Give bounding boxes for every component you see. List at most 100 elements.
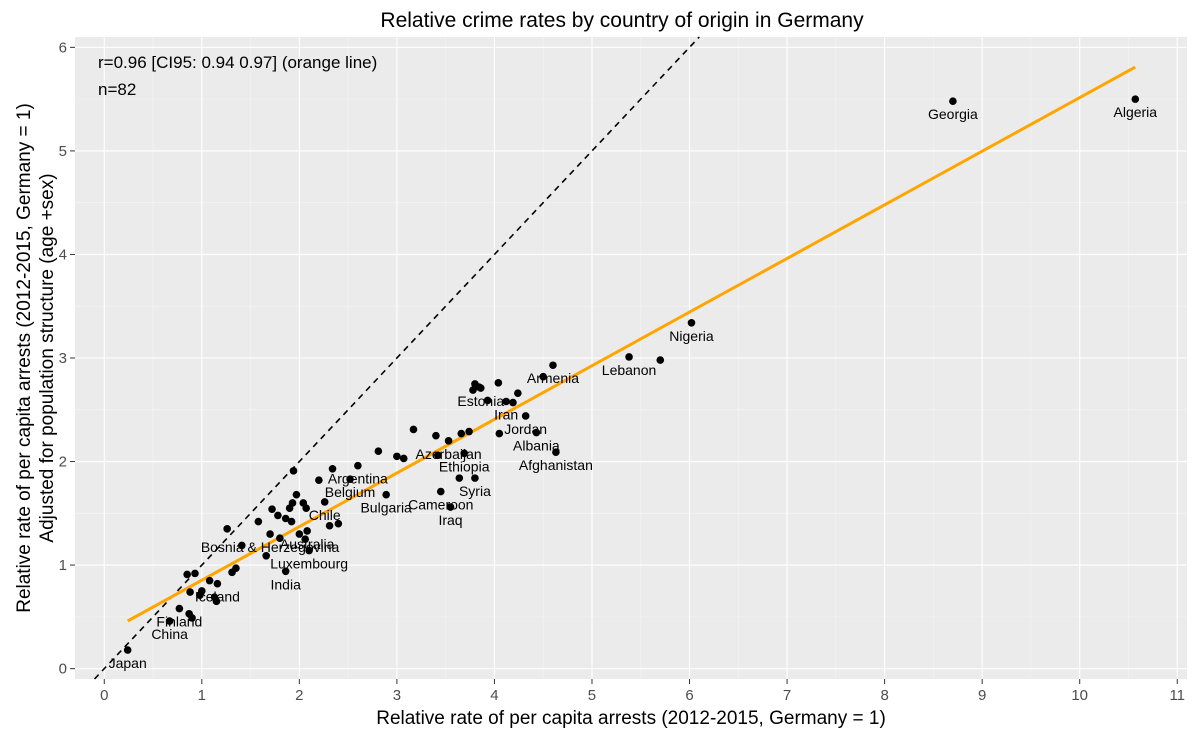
point-label: Albania — [513, 438, 560, 454]
point-label: Australia — [280, 536, 335, 552]
y-tick-label: 4 — [59, 246, 67, 263]
x-tick-label: 9 — [978, 687, 986, 704]
data-point — [191, 569, 199, 578]
data-point — [325, 521, 334, 530]
data-point — [188, 614, 196, 622]
data-point — [494, 379, 503, 387]
x-tick-label: 1 — [198, 687, 206, 704]
data-point — [476, 384, 485, 392]
y-tick-label: 5 — [59, 143, 67, 160]
data-point — [198, 587, 206, 595]
data-point — [354, 461, 362, 470]
data-point — [502, 397, 510, 406]
data-point — [434, 451, 442, 460]
data-point — [186, 588, 194, 596]
data-point — [276, 534, 284, 542]
data-point — [175, 604, 184, 613]
point-label: Iceland — [195, 589, 240, 605]
point-label: Chile — [309, 507, 341, 523]
point-label: Japan — [109, 655, 147, 671]
x-tick-label: 10 — [1071, 687, 1088, 704]
point-label: Algeria — [1114, 104, 1158, 120]
data-point — [346, 475, 354, 483]
data-point — [432, 431, 440, 440]
data-point — [521, 412, 530, 420]
fit-line — [126, 65, 1137, 623]
point-label: India — [271, 576, 302, 592]
data-point — [539, 372, 548, 381]
data-point — [305, 546, 313, 555]
data-point — [446, 503, 455, 511]
data-point — [460, 449, 469, 458]
data-point — [949, 97, 957, 105]
data-point — [238, 541, 246, 550]
data-point — [334, 519, 343, 528]
data-point — [393, 452, 401, 461]
data-point — [213, 579, 222, 588]
data-point — [382, 490, 390, 499]
data-point — [532, 428, 541, 437]
data-point — [292, 490, 301, 499]
y-tick-label: 0 — [59, 661, 67, 678]
point-label: Lebanon — [602, 362, 657, 378]
x-tick-label: 6 — [685, 687, 693, 704]
y-axis-title-line-2: Adjusted for population structure (age +… — [37, 173, 58, 542]
data-point — [469, 386, 477, 394]
data-point — [123, 646, 132, 654]
data-point — [303, 527, 311, 535]
point-label: Finland — [156, 614, 202, 630]
fit-line-layer — [126, 65, 1137, 623]
x-tick-label: 4 — [490, 687, 498, 704]
point-label: Ethiopia — [439, 458, 490, 474]
point-label: Afghanistan — [519, 457, 593, 473]
data-point — [444, 437, 453, 445]
point-label: Bosnia & Herzegovina — [201, 539, 340, 555]
data-points — [123, 95, 1140, 654]
y-tick-label: 1 — [59, 557, 67, 574]
point-label: Armenia — [527, 370, 579, 386]
data-point — [281, 514, 290, 523]
point-label: Iran — [494, 406, 518, 422]
point-label: Syria — [459, 483, 491, 499]
x-tick-label: 7 — [783, 687, 791, 704]
x-tick-label: 8 — [880, 687, 888, 704]
point-label: Iraq — [438, 512, 462, 528]
data-point — [1131, 95, 1140, 103]
data-point — [295, 530, 304, 538]
point-label: Azerbaijan — [416, 446, 482, 462]
data-point — [281, 567, 290, 576]
point-label: Belgium — [325, 484, 376, 500]
data-point — [268, 505, 276, 513]
point-label: Jordan — [504, 421, 547, 437]
data-point — [320, 498, 329, 506]
point-label: Luxembourg — [270, 556, 348, 572]
data-point — [483, 396, 492, 405]
data-point — [289, 467, 298, 475]
annotation-correlation: r=0.96 [CI95: 0.94 0.97] (orange line) — [98, 53, 377, 72]
y-tick-label: 6 — [59, 39, 67, 56]
data-point — [509, 398, 517, 407]
data-point — [223, 525, 231, 533]
data-point — [455, 474, 464, 482]
data-point — [205, 576, 214, 585]
data-point — [232, 564, 240, 573]
y-tick-label: 2 — [59, 454, 67, 471]
data-point — [315, 476, 323, 484]
point-label: Bulgaria — [360, 500, 412, 516]
data-point — [436, 487, 445, 496]
x-tick-label: 3 — [393, 687, 401, 704]
data-point — [374, 447, 383, 455]
data-point — [656, 356, 665, 364]
point-label: Nigeria — [669, 328, 714, 344]
point-label: Estonia — [457, 393, 504, 409]
data-point — [183, 570, 191, 579]
data-point — [399, 454, 408, 463]
data-point — [549, 361, 557, 370]
point-label: Cameroon — [408, 497, 473, 513]
data-point — [288, 499, 297, 507]
data-point — [495, 429, 504, 438]
x-axis: 0 1 2 3 4 5 6 7 8 9 10 11 — [100, 679, 1185, 704]
data-point — [552, 448, 560, 457]
